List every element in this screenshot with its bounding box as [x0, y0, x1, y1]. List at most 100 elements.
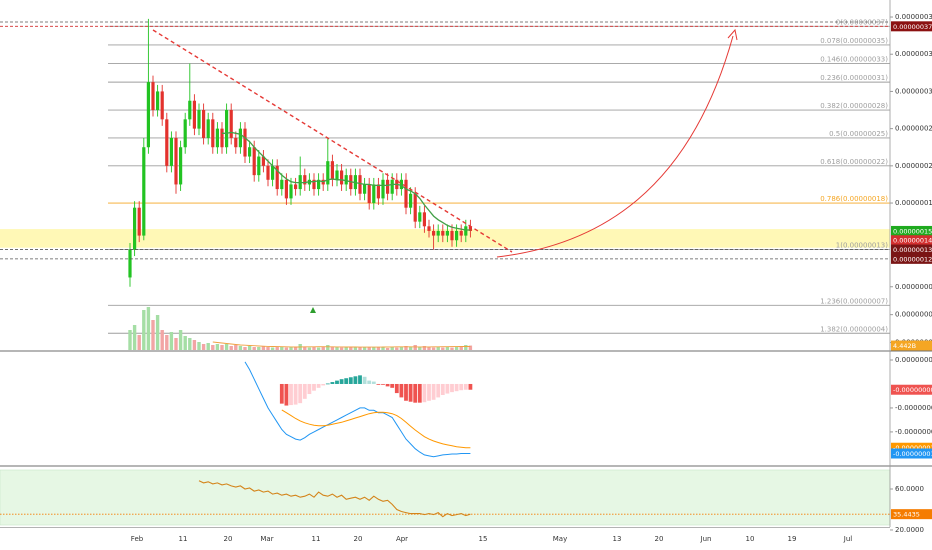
volume-bar [252, 347, 256, 350]
histogram-bar [417, 383, 422, 403]
fib-label: 0.146(0.00000033) [820, 56, 888, 64]
volume-bar [238, 346, 243, 350]
price-tag [891, 253, 932, 264]
x-tick-label: 13 [613, 535, 622, 543]
volume-bar [234, 345, 238, 350]
price-tag [891, 225, 932, 236]
fib-label: 0.382(0.00000028) [820, 102, 888, 110]
candle-body [468, 226, 472, 231]
volume-bar [192, 340, 197, 350]
x-tick-label: 20 [224, 535, 233, 543]
volume-bar [312, 347, 316, 350]
histogram-bar [399, 383, 404, 398]
candle-body [459, 230, 463, 236]
y-tick-label: 0.00000009 [895, 283, 932, 291]
candle-body [441, 230, 445, 236]
volume-bar [257, 347, 261, 350]
volume-bar [183, 336, 187, 350]
x-tick-label: Mar [260, 535, 273, 543]
volume-bar [339, 347, 344, 350]
candle-body [146, 82, 150, 148]
candle-body [289, 184, 293, 199]
histogram-bar [339, 379, 344, 384]
histogram-bar [293, 383, 298, 405]
volume-bar [335, 347, 339, 350]
volume-bar [385, 348, 390, 350]
candle-body [206, 119, 210, 138]
rsi-line [198, 480, 471, 518]
candle-body [261, 156, 265, 166]
candle-body [363, 184, 367, 194]
volume-tag [891, 340, 932, 351]
candle-body [376, 184, 380, 199]
candle-body [317, 179, 321, 190]
volume-bar [293, 347, 298, 350]
volume-bar [165, 335, 169, 350]
volume-bar [321, 347, 325, 350]
y-tick-label: 0.00000038 [895, 13, 932, 21]
histogram-bar [459, 383, 464, 391]
volume-bar [284, 347, 289, 350]
moving-average [222, 131, 471, 231]
histogram-bar [450, 383, 454, 393]
volume-bar [459, 347, 463, 350]
y-tick-label: 20.0000 [895, 526, 924, 534]
y-tick-label: -0.00000001 [895, 428, 932, 436]
volume-bar [413, 345, 417, 350]
candle-body [390, 179, 394, 194]
series-tag [891, 442, 932, 453]
fib-label: 0.236(0.00000031) [820, 74, 888, 82]
series-tag [891, 509, 932, 520]
x-tick-label: Jul [843, 535, 853, 543]
y-tick-label: 60.0000 [895, 485, 924, 493]
candle-body [179, 147, 183, 185]
x-tick-label: Apr [396, 535, 408, 543]
candle-body [450, 230, 454, 241]
volume-bar [247, 346, 252, 350]
histogram-bar [284, 383, 289, 406]
histogram-bar [348, 377, 353, 384]
fib-label: 0.078(0.00000035) [820, 37, 888, 45]
candle-body [151, 82, 155, 111]
histogram-bar [358, 375, 362, 384]
volume-bar [399, 347, 404, 350]
volume-bar [188, 338, 192, 350]
candle-body [128, 249, 132, 278]
volume-bar [445, 347, 450, 350]
price-tag-label: 0.00000015 [893, 227, 932, 235]
price-tag-label: 0.00000014 [893, 237, 932, 245]
volume-bar [431, 347, 436, 350]
candle-body [303, 175, 307, 185]
candle-body [418, 212, 422, 222]
volume-bar [146, 307, 151, 350]
volume-bar [169, 332, 174, 350]
candle-body [436, 230, 440, 236]
volume-bar [349, 347, 353, 350]
histogram-tag [891, 384, 932, 395]
series-tag-label: -0.00000001 [893, 444, 932, 452]
histogram-bar [394, 383, 399, 394]
x-tick-label: 10 [746, 535, 755, 543]
candle-body [225, 110, 229, 148]
candle-body [427, 226, 431, 231]
y-tick-label: -0.00000001 [895, 404, 932, 412]
volume-bar [178, 330, 183, 350]
volume-bar [441, 347, 445, 350]
histogram-bar [422, 383, 427, 403]
histogram-bar [445, 383, 450, 394]
histogram-bar [376, 383, 381, 385]
volume-bar [137, 335, 141, 350]
candle-body [294, 184, 298, 190]
candle-body [174, 137, 178, 185]
candle-body [280, 179, 284, 190]
volume-bar [450, 347, 454, 350]
price-tag [891, 21, 932, 32]
arrow-head [727, 28, 738, 41]
volume-bar [220, 345, 224, 350]
fib-label: 1.382(0.00000004) [820, 325, 888, 333]
volume-bar [353, 347, 358, 350]
candle-body [248, 147, 252, 157]
candle-body [358, 175, 362, 194]
